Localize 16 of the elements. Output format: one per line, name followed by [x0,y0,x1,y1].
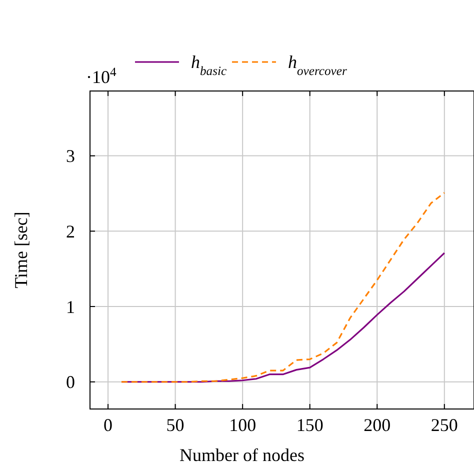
legend-label: h$_{basic}$ [191,52,227,78]
x-tick-label: 50 [166,415,184,435]
x-tick-label: 250 [430,415,458,435]
y-tick-label: 2 [66,221,75,242]
y-axis-title: Time [sec] [11,212,31,288]
x-tick-label: 0 [104,415,113,435]
line-series [120,192,446,383]
y-tick-label: 1 [66,296,75,317]
legend-label: h$_{overcover}$ [288,52,347,78]
x-tick-label: 200 [364,415,391,435]
y-tick-label: 0 [66,372,75,392]
text: ·10$^{4}$ [86,65,117,87]
y-tick-label: 3 [66,146,75,166]
x-tick-label: 100 [229,415,256,435]
x-axis-title: Number of nodes [180,445,304,465]
x-tick-label: 150 [296,415,324,435]
